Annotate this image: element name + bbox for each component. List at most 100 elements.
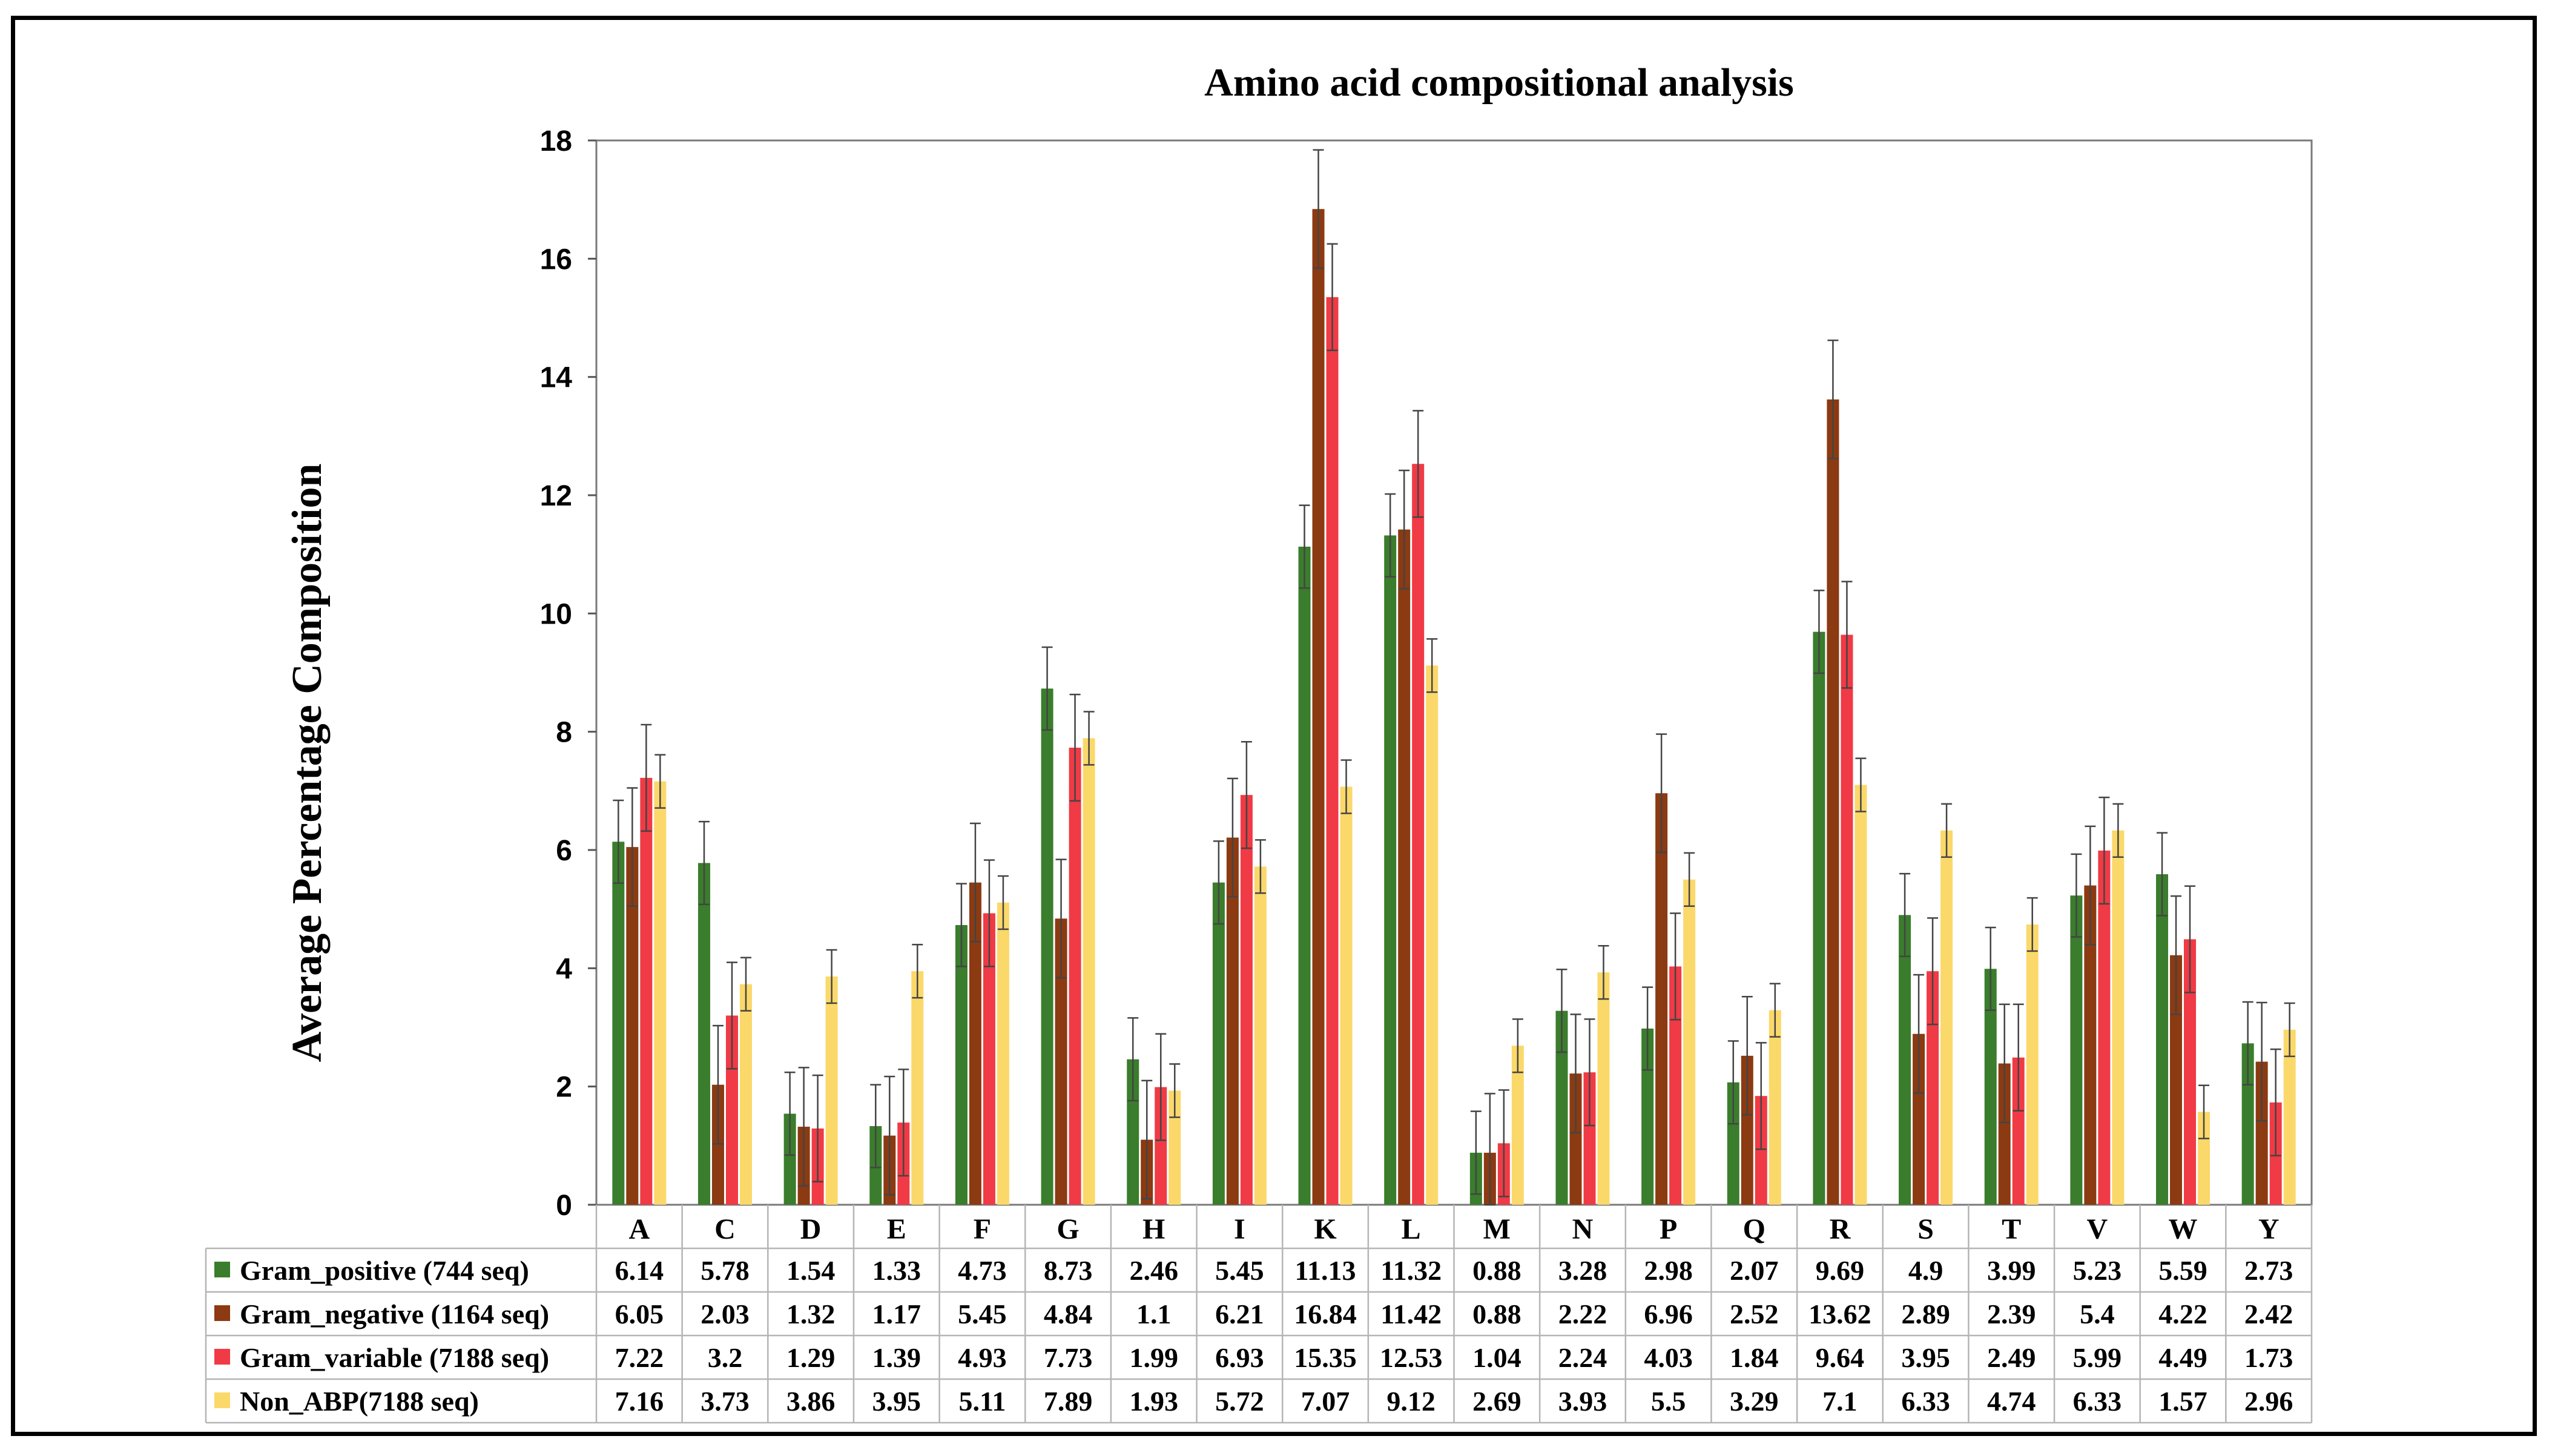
data-label: 12.53 [1380,1342,1443,1373]
bar-L-series-2 [1398,529,1411,1205]
data-label: 4.49 [2158,1342,2207,1373]
bar-P-series-3 [1669,966,1682,1205]
plot-area: 0 2 4 6 8 10 12 14 16 18 [540,125,2313,1222]
data-label: 3.95 [872,1386,921,1417]
bar-N-series-2 [1569,1073,1582,1205]
data-label: 1.39 [872,1342,921,1373]
y-tick-label: 6 [556,835,572,867]
x-tick-label: E [887,1213,906,1245]
data-label: 5.5 [1651,1386,1686,1417]
data-label: 1.73 [2244,1342,2293,1373]
legend-key [214,1305,230,1321]
x-tick-label: W [2169,1213,2198,1245]
data-label: 4.93 [958,1342,1007,1373]
bar-F-series-2 [969,882,981,1205]
x-tick-label: M [1483,1213,1511,1245]
bar-D-series-1 [783,1113,796,1205]
bar-K-series-2 [1312,209,1325,1205]
bar-P-series-1 [1641,1028,1654,1205]
y-axis-label: Average Percentage Composition [284,464,331,1062]
data-label: 9.12 [1386,1386,1436,1417]
bar-W-series-1 [2156,874,2169,1205]
data-label: 2.89 [1901,1299,1950,1329]
bar-V-series-3 [2098,850,2111,1205]
bar-H-series-4 [1169,1090,1181,1205]
data-label: 7.07 [1301,1386,1350,1417]
data-label: 6.96 [1644,1299,1693,1329]
bar-D-series-4 [825,977,838,1205]
data-label: 3.93 [1558,1386,1607,1417]
data-label: 1.04 [1472,1342,1521,1373]
data-label: 5.11 [958,1386,1006,1417]
bar-P-series-2 [1655,793,1668,1205]
legend-key [214,1392,230,1408]
data-label: 1.1 [1136,1299,1172,1329]
data-label: 9.64 [1816,1342,1865,1373]
data-label: 1.57 [2158,1386,2207,1417]
y-tick-label: 16 [540,243,572,275]
data-label: 6.14 [615,1255,664,1286]
data-label: 7.73 [1044,1342,1093,1373]
bar-N-series-1 [1555,1010,1568,1205]
bar-A-series-4 [654,781,667,1205]
y-tick-label: 14 [540,362,573,394]
data-label: 5.72 [1215,1386,1264,1417]
bar-F-series-4 [997,902,1009,1205]
data-label: 3.29 [1730,1386,1779,1417]
data-label: 7.89 [1044,1386,1093,1417]
data-label: 3.28 [1558,1255,1607,1286]
x-tick-label: L [1402,1213,1421,1245]
data-label: 5.45 [958,1299,1007,1329]
data-label: 2.42 [2244,1299,2293,1329]
x-tick-label: V [2087,1213,2108,1245]
data-label: 5.59 [2158,1255,2207,1286]
bar-K-series-3 [1326,297,1339,1205]
data-label: 16.84 [1294,1299,1357,1329]
bar-T-series-4 [2026,924,2039,1205]
y-tick-label: 10 [540,598,572,630]
y-tick-label: 8 [556,717,572,749]
bar-G-series-4 [1083,738,1095,1205]
data-label: 2.07 [1730,1255,1779,1286]
data-label: 4.22 [2158,1299,2207,1329]
bar-V-series-2 [2084,885,2097,1205]
data-label: 6.05 [615,1299,664,1329]
x-tick-label: K [1314,1213,1336,1245]
bar-W-series-2 [2170,955,2183,1205]
legend-label: Gram_negative (1164 seq) [240,1299,549,1329]
data-label: 6.21 [1215,1299,1264,1329]
data-label: 5.23 [2073,1255,2122,1286]
data-label: 3.99 [1987,1255,2036,1286]
data-label: 4.74 [1987,1386,2036,1417]
bar-W-series-3 [2184,939,2197,1205]
bar-I-series-1 [1212,882,1225,1205]
data-label: 0.88 [1472,1255,1521,1286]
data-label: 1.33 [872,1255,921,1286]
data-label: 2.24 [1558,1342,1607,1373]
bar-G-series-3 [1069,748,1081,1205]
data-label: 2.98 [1644,1255,1693,1286]
data-label: 3.2 [708,1342,743,1373]
data-label: 7.1 [1822,1386,1858,1417]
data-label: 1.93 [1129,1386,1178,1417]
data-label: 2.96 [2244,1386,2293,1417]
y-tick-label: 4 [556,953,572,985]
bar-V-series-1 [2070,895,2083,1205]
y-tick-label: 0 [556,1190,572,1222]
legend-label: Gram_positive (744 seq) [240,1255,529,1286]
data-label: 3.95 [1901,1342,1950,1373]
data-label: 2.73 [2244,1255,2293,1286]
data-label: 5.78 [701,1255,750,1286]
bar-A-series-1 [612,842,625,1205]
y-tick-label: 2 [556,1072,572,1104]
data-label: 1.32 [786,1299,836,1329]
data-label: 5.45 [1215,1255,1264,1286]
legend-key [214,1349,230,1365]
legend-label: Gram_variable (7188 seq) [240,1342,549,1373]
x-tick-label: T [2002,1213,2021,1245]
data-label: 2.69 [1472,1386,1521,1417]
data-label: 1.54 [786,1255,836,1286]
bar-C-series-3 [725,1015,738,1205]
data-label: 15.35 [1294,1342,1357,1373]
